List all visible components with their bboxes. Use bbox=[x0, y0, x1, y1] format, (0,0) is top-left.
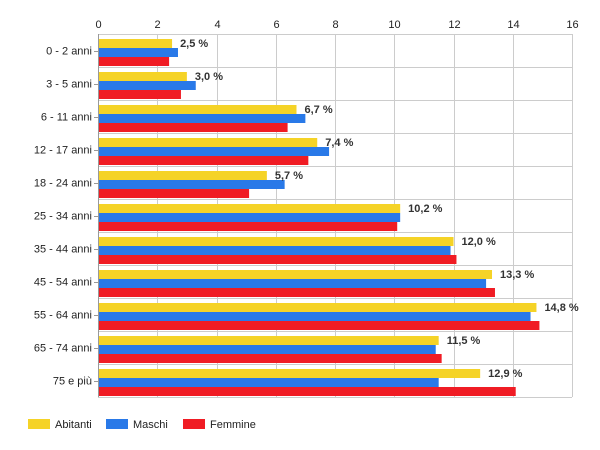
bar-femmine-9 bbox=[99, 354, 442, 363]
bar-femmine-0 bbox=[99, 57, 170, 66]
x-tick-label-1: 2 bbox=[154, 19, 160, 31]
bar-femmine-8 bbox=[99, 321, 540, 330]
data-label: 10,2 % bbox=[408, 203, 442, 215]
category-label: 6 - 11 anni bbox=[41, 112, 92, 124]
data-label: 2,5 % bbox=[180, 38, 208, 50]
bar-abitanti-6 bbox=[99, 237, 454, 246]
bar-maschi-6 bbox=[99, 246, 451, 255]
category-label: 12 - 17 anni bbox=[34, 145, 92, 157]
bar-femmine-2 bbox=[99, 123, 288, 132]
x-tick-label-7: 14 bbox=[507, 19, 519, 31]
category-label: 75 e più bbox=[53, 376, 92, 388]
category-label: 3 - 5 anni bbox=[46, 79, 92, 91]
bar-femmine-7 bbox=[99, 288, 495, 297]
data-label: 6,7 % bbox=[304, 104, 332, 116]
bar-maschi-7 bbox=[99, 279, 487, 288]
x-tick-label-0: 0 bbox=[95, 19, 101, 31]
data-label: 14,8 % bbox=[544, 302, 578, 314]
bar-femmine-3 bbox=[99, 156, 309, 165]
legend-swatch-maschi bbox=[106, 419, 128, 429]
bar-abitanti-2 bbox=[99, 105, 297, 114]
bar-femmine-10 bbox=[99, 387, 516, 396]
bar-abitanti-5 bbox=[99, 204, 401, 213]
x-tick-label-8: 16 bbox=[566, 19, 578, 31]
bar-maschi-10 bbox=[99, 378, 439, 387]
bar-maschi-0 bbox=[99, 48, 178, 57]
bar-maschi-8 bbox=[99, 312, 531, 321]
bar-femmine-5 bbox=[99, 222, 398, 231]
bar-maschi-4 bbox=[99, 180, 285, 189]
category-label: 0 - 2 anni bbox=[46, 46, 92, 58]
x-tick-label-4: 8 bbox=[332, 19, 338, 31]
category-label: 35 - 44 anni bbox=[34, 244, 92, 256]
bar-maschi-2 bbox=[99, 114, 306, 123]
data-label: 12,9 % bbox=[488, 368, 522, 380]
category-label: 55 - 64 anni bbox=[34, 310, 92, 322]
bar-abitanti-3 bbox=[99, 138, 318, 147]
data-label: 13,3 % bbox=[500, 269, 534, 281]
bar-maschi-3 bbox=[99, 147, 330, 156]
data-label: 12,0 % bbox=[462, 236, 496, 248]
category-label: 25 - 34 anni bbox=[34, 211, 92, 223]
x-tick-label-3: 6 bbox=[273, 19, 279, 31]
legend-swatch-abitanti bbox=[28, 419, 50, 429]
x-tick-label-2: 4 bbox=[214, 19, 220, 31]
bar-abitanti-9 bbox=[99, 336, 439, 345]
data-label: 11,5 % bbox=[447, 335, 481, 347]
category-label: 65 - 74 anni bbox=[34, 343, 92, 355]
bar-abitanti-7 bbox=[99, 270, 493, 279]
x-tick-label-5: 10 bbox=[388, 19, 400, 31]
bar-abitanti-8 bbox=[99, 303, 537, 312]
bar-femmine-4 bbox=[99, 189, 250, 198]
bar-abitanti-10 bbox=[99, 369, 481, 378]
bar-maschi-5 bbox=[99, 213, 401, 222]
legend-label-femmine: Femmine bbox=[210, 419, 256, 431]
bar-abitanti-4 bbox=[99, 171, 267, 180]
x-tick-label-6: 12 bbox=[448, 19, 460, 31]
category-label: 18 - 24 anni bbox=[34, 178, 92, 190]
bar-maschi-9 bbox=[99, 345, 436, 354]
bar-maschi-1 bbox=[99, 81, 196, 90]
bar-femmine-1 bbox=[99, 90, 181, 99]
bar-abitanti-1 bbox=[99, 72, 187, 81]
data-label: 5,7 % bbox=[275, 170, 303, 182]
data-label: 7,4 % bbox=[325, 137, 353, 149]
legend-label-maschi: Maschi bbox=[133, 419, 168, 431]
category-label: 45 - 54 anni bbox=[34, 277, 92, 289]
bar-femmine-6 bbox=[99, 255, 457, 264]
legend-label-abitanti: Abitanti bbox=[55, 419, 92, 431]
data-label: 3,0 % bbox=[195, 71, 223, 83]
legend-swatch-femmine bbox=[183, 419, 205, 429]
bar-abitanti-0 bbox=[99, 39, 173, 48]
